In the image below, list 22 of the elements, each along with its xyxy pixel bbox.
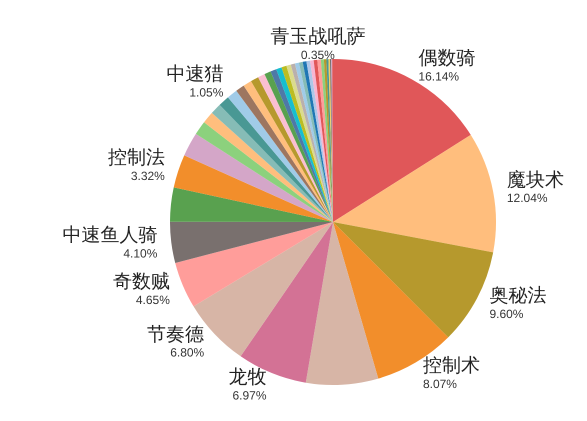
data-label: 0.35% [300, 48, 336, 62]
data-label: 9.60% [489, 307, 524, 322]
slice-label: 奇数贼 [112, 270, 170, 293]
data-label: 6.80% [170, 346, 205, 360]
data-label: 1.05% [189, 85, 224, 100]
slice-label: 偶数骑 [418, 46, 476, 69]
slice-label: 控制术 [422, 354, 480, 376]
slice-label: 魔块术 [506, 168, 564, 191]
slice-label: 中速鱼人骑 [62, 224, 158, 246]
data-label: 4.10% [123, 246, 158, 261]
slice-label: 奥秘法 [489, 284, 546, 307]
data-label: 16.14% [418, 69, 460, 84]
slice-label: 中速猎 [166, 62, 224, 85]
slice-label: 龙牧 [228, 366, 266, 388]
data-label: 4.65% [136, 293, 170, 308]
slice-label: 青玉战吼萨 [270, 26, 366, 48]
data-label: 3.32% [130, 169, 166, 184]
data-label: 6.97% [232, 388, 267, 402]
data-label: 8.07% [422, 376, 458, 391]
slice-label: 节奏德 [147, 323, 204, 346]
data-label: 12.04% [506, 191, 548, 206]
slice-label: 控制法 [108, 146, 165, 169]
